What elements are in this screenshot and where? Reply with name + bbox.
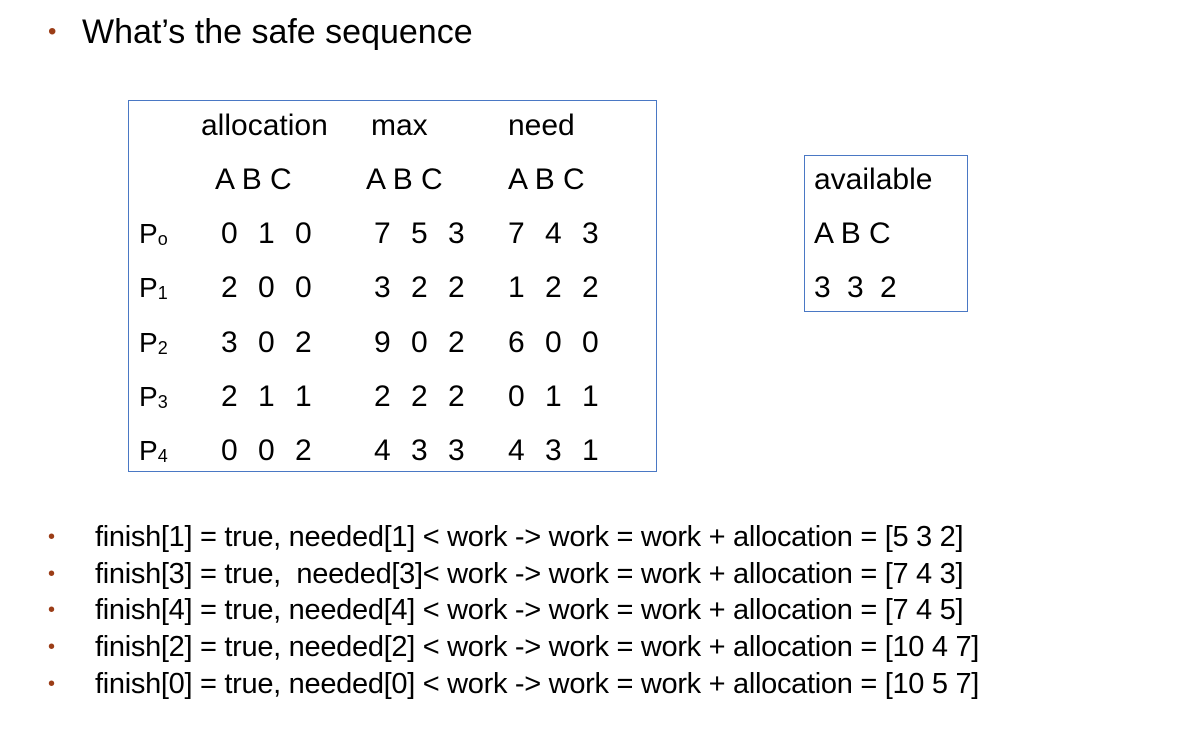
step-text: finish[4] = true, needed[4] < work -> wo… bbox=[95, 594, 964, 627]
subheader-need: A B C bbox=[508, 163, 585, 196]
available-columns: A B C bbox=[814, 217, 891, 250]
row-4-max: 4 3 3 bbox=[374, 434, 471, 467]
step-text: finish[2] = true, needed[2] < work -> wo… bbox=[95, 631, 980, 664]
row-1-max: 3 2 2 bbox=[374, 271, 471, 304]
bullet-icon: • bbox=[48, 673, 56, 696]
row-4-need: 4 3 1 bbox=[508, 434, 605, 467]
step-text: finish[1] = true, needed[1] < work -> wo… bbox=[95, 520, 964, 553]
bullet-icon: • bbox=[48, 562, 56, 585]
row-3-max: 2 2 2 bbox=[374, 380, 471, 413]
header-max: max bbox=[371, 109, 428, 142]
available-label: available bbox=[814, 163, 933, 196]
step-text: finish[0] = true, needed[0] < work -> wo… bbox=[95, 668, 980, 701]
subheader-max: A B C bbox=[366, 163, 443, 196]
list-item: • finish[1] = true, needed[1] < work -> … bbox=[48, 519, 979, 556]
row-2-max: 9 0 2 bbox=[374, 326, 471, 359]
row-0-need: 7 4 3 bbox=[508, 217, 605, 250]
list-item: • finish[2] = true, needed[2] < work -> … bbox=[48, 629, 979, 666]
bullet-icon: • bbox=[48, 636, 56, 659]
bullet-icon: • bbox=[48, 525, 56, 548]
process-label-0: Po bbox=[139, 218, 168, 249]
bullet-icon: • bbox=[48, 599, 56, 622]
process-label-3: P3 bbox=[139, 381, 168, 412]
row-2-allocation: 3 0 2 bbox=[221, 326, 318, 359]
row-1-allocation: 2 0 0 bbox=[221, 271, 318, 304]
available-values: 3 3 2 bbox=[814, 271, 901, 304]
list-item: • finish[0] = true, needed[0] < work -> … bbox=[48, 666, 979, 703]
page-title: What’s the safe sequence bbox=[82, 13, 473, 51]
process-label-1: P1 bbox=[139, 272, 168, 303]
row-3-allocation: 2 1 1 bbox=[221, 380, 318, 413]
list-item: • finish[3] = true, needed[3]< work -> w… bbox=[48, 556, 979, 593]
process-label-4: P4 bbox=[139, 435, 168, 466]
row-3-need: 0 1 1 bbox=[508, 380, 605, 413]
row-1-need: 1 2 2 bbox=[508, 271, 605, 304]
row-4-allocation: 0 0 2 bbox=[221, 434, 318, 467]
row-0-max: 7 5 3 bbox=[374, 217, 471, 250]
process-label-2: P2 bbox=[139, 327, 168, 358]
safe-sequence-steps: • finish[1] = true, needed[1] < work -> … bbox=[48, 519, 979, 703]
available-box: available A B C 3 3 2 bbox=[804, 155, 968, 312]
header-need: need bbox=[508, 109, 575, 142]
header-allocation: allocation bbox=[201, 109, 328, 142]
title-row: • What’s the safe sequence bbox=[48, 12, 473, 52]
row-2-need: 6 0 0 bbox=[508, 326, 605, 359]
row-0-allocation: 0 1 0 bbox=[221, 217, 318, 250]
list-item: • finish[4] = true, needed[4] < work -> … bbox=[48, 593, 979, 630]
resource-table: allocation max need A B C A B C A B C Po… bbox=[128, 100, 657, 472]
step-text: finish[3] = true, needed[3]< work -> wor… bbox=[95, 557, 964, 590]
subheader-allocation: A B C bbox=[215, 163, 292, 196]
bullet-icon: • bbox=[48, 18, 57, 45]
